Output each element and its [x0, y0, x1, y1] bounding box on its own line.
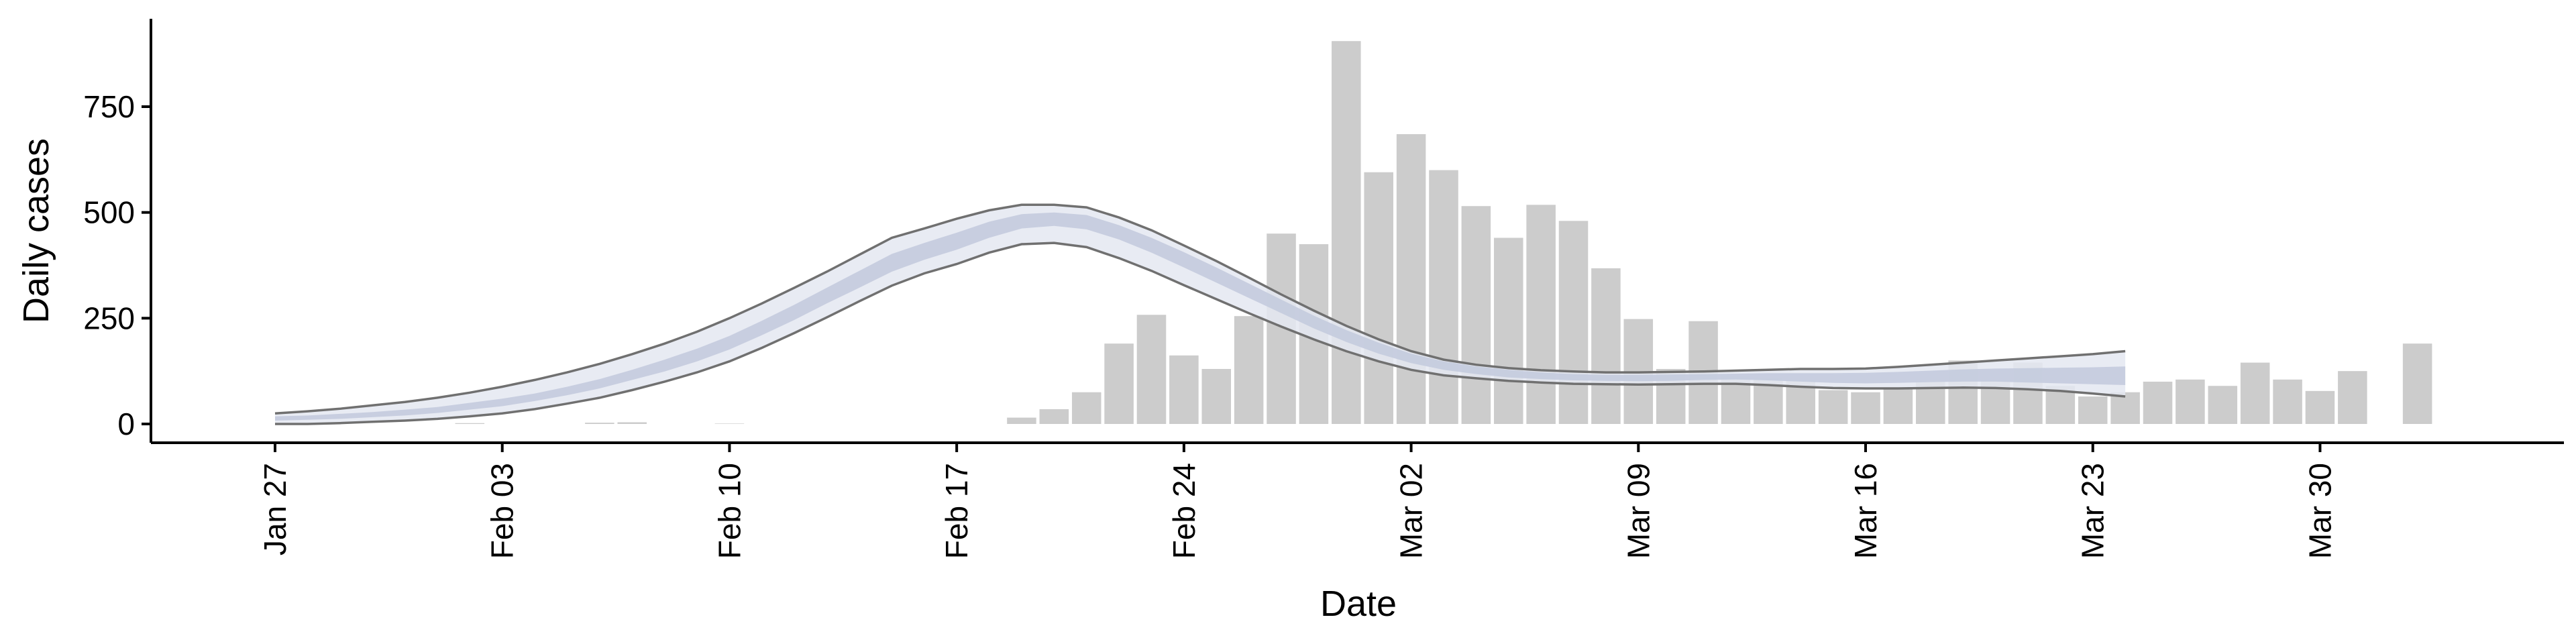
bars-layer: [455, 41, 2432, 425]
x-tick-label: Mar 02: [1394, 463, 1429, 559]
case-bar: [1591, 268, 1621, 424]
y-tick-label: 750: [83, 89, 135, 124]
x-tick-label: Feb 17: [939, 463, 974, 559]
case-bar: [2143, 381, 2173, 424]
x-tick-label: Mar 23: [2076, 463, 2110, 559]
case-bar: [2110, 392, 2140, 424]
x-axis-title: Date: [1320, 584, 1397, 624]
case-bar: [1461, 206, 1491, 424]
axes-layer: [150, 19, 2564, 444]
case-bar: [2078, 396, 2108, 424]
case-bar: [617, 422, 647, 424]
x-tick-label: Feb 03: [485, 463, 520, 559]
case-bar: [1883, 388, 1913, 424]
y-ticks: 0 250 500 750: [83, 89, 151, 441]
case-bar: [1364, 172, 1393, 424]
case-bar: [1526, 205, 1556, 424]
y-axis-title: Daily cases: [16, 138, 56, 323]
case-bar: [1818, 390, 1848, 424]
case-bar: [2176, 379, 2205, 424]
x-tick-label: Mar 09: [1621, 463, 1656, 559]
case-bar: [1493, 237, 1523, 424]
x-tick-label: Feb 24: [1167, 463, 1201, 559]
x-tick-label: Mar 30: [2302, 463, 2337, 559]
band-layer: [274, 203, 2126, 425]
estimate-lower-line: [275, 241, 2126, 425]
estimate-outer-band: [275, 205, 2126, 424]
x-tick-label: Feb 10: [712, 463, 747, 559]
x-tick-label: Mar 16: [1848, 463, 1883, 559]
estimate-upper-line: [274, 203, 2126, 415]
case-bar: [2338, 371, 2367, 424]
case-bar: [1071, 392, 1102, 424]
case-bar: [1169, 355, 1199, 424]
x-ticks: Jan 27 Feb 03 Feb 10 Feb 17 Feb 24 Mar 02 Mar …: [258, 443, 2337, 559]
case-bar: [1039, 409, 1069, 424]
case-bar: [1851, 392, 1880, 424]
case-bar: [1396, 133, 1426, 425]
y-tick-label: 250: [83, 301, 135, 335]
case-bar: [1558, 221, 1589, 424]
case-bar: [1007, 417, 1036, 424]
x-tick-label: Jan 27: [258, 463, 292, 555]
case-bar: [2402, 343, 2432, 424]
case-bar: [2240, 362, 2270, 424]
y-tick-label: 500: [83, 195, 135, 230]
case-bar: [1136, 315, 1167, 424]
case-bar: [2273, 379, 2302, 424]
case-bar: [1104, 343, 1134, 424]
y-tick-label: 0: [117, 407, 135, 441]
case-bar: [1201, 369, 1232, 424]
case-bar: [714, 423, 745, 424]
case-bar: [1234, 316, 1264, 424]
case-bar: [455, 423, 485, 424]
case-bar: [2305, 390, 2335, 424]
case-bar: [2208, 386, 2238, 424]
case-bar: [585, 423, 614, 424]
case-bar: [1332, 41, 1361, 424]
case-bar: [1429, 170, 1458, 424]
